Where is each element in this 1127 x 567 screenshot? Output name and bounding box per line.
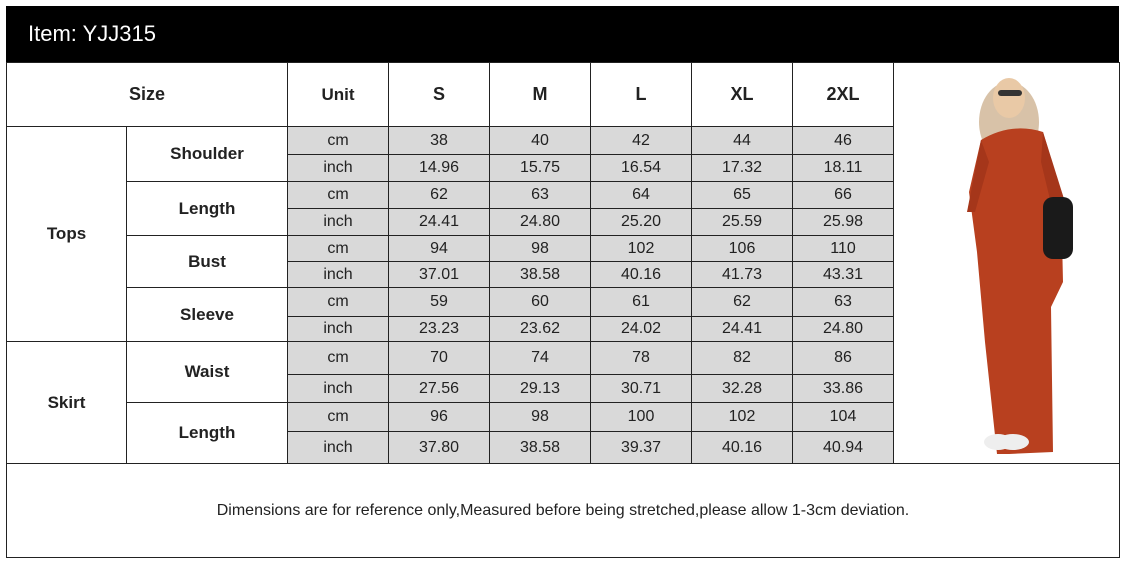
value-cell: 24.02 bbox=[590, 316, 692, 342]
unit-cell: inch bbox=[287, 316, 389, 342]
value-cell: 42 bbox=[590, 126, 692, 155]
value-cell: 94 bbox=[388, 235, 490, 262]
value-cell: 40.16 bbox=[590, 261, 692, 288]
unit-cell: inch bbox=[287, 431, 389, 464]
measure-label: Length bbox=[126, 181, 288, 236]
value-cell: 74 bbox=[489, 341, 591, 375]
value-cell: 29.13 bbox=[489, 374, 591, 403]
value-cell: 14.96 bbox=[388, 154, 490, 182]
value-cell: 25.98 bbox=[792, 208, 894, 236]
value-cell: 17.32 bbox=[691, 154, 793, 182]
value-cell: 16.54 bbox=[590, 154, 692, 182]
value-cell: 96 bbox=[388, 402, 490, 432]
measure-label: Waist bbox=[126, 341, 288, 403]
value-cell: 98 bbox=[489, 402, 591, 432]
value-cell: 32.28 bbox=[691, 374, 793, 403]
value-cell: 24.80 bbox=[792, 316, 894, 342]
measure-label: Shoulder bbox=[126, 126, 288, 182]
value-cell: 38.58 bbox=[489, 431, 591, 464]
value-cell: 18.11 bbox=[792, 154, 894, 182]
value-cell: 27.56 bbox=[388, 374, 490, 403]
value-cell: 102 bbox=[691, 402, 793, 432]
value-cell: 37.01 bbox=[388, 261, 490, 288]
unit-cell: cm bbox=[287, 341, 389, 375]
group-label: Tops bbox=[6, 126, 127, 342]
item-title: Item: YJJ315 bbox=[6, 6, 1119, 62]
model-photo bbox=[967, 78, 1073, 454]
value-cell: 23.62 bbox=[489, 316, 591, 342]
unit-cell: cm bbox=[287, 126, 389, 155]
value-cell: 40.16 bbox=[691, 431, 793, 464]
value-cell: 63 bbox=[489, 181, 591, 209]
value-cell: 86 bbox=[792, 341, 894, 375]
value-cell: 100 bbox=[590, 402, 692, 432]
value-cell: 24.80 bbox=[489, 208, 591, 236]
value-cell: 98 bbox=[489, 235, 591, 262]
value-cell: 37.80 bbox=[388, 431, 490, 464]
measure-label: Length bbox=[126, 402, 288, 464]
value-cell: 65 bbox=[691, 181, 793, 209]
value-cell: 23.23 bbox=[388, 316, 490, 342]
size-header: M bbox=[489, 62, 591, 127]
group-label: Skirt bbox=[6, 341, 127, 464]
unit-cell: cm bbox=[287, 235, 389, 262]
value-cell: 40 bbox=[489, 126, 591, 155]
value-cell: 46 bbox=[792, 126, 894, 155]
unit-cell: inch bbox=[287, 208, 389, 236]
value-cell: 43.31 bbox=[792, 261, 894, 288]
value-cell: 66 bbox=[792, 181, 894, 209]
value-cell: 106 bbox=[691, 235, 793, 262]
value-cell: 60 bbox=[489, 287, 591, 317]
unit-cell: cm bbox=[287, 402, 389, 432]
value-cell: 61 bbox=[590, 287, 692, 317]
value-cell: 33.86 bbox=[792, 374, 894, 403]
unit-cell: inch bbox=[287, 374, 389, 403]
value-cell: 63 bbox=[792, 287, 894, 317]
size-header: 2XL bbox=[792, 62, 894, 127]
value-cell: 78 bbox=[590, 341, 692, 375]
value-cell: 24.41 bbox=[691, 316, 793, 342]
unit-cell: inch bbox=[287, 261, 389, 288]
value-cell: 39.37 bbox=[590, 431, 692, 464]
value-cell: 41.73 bbox=[691, 261, 793, 288]
value-cell: 62 bbox=[691, 287, 793, 317]
value-cell: 70 bbox=[388, 341, 490, 375]
unit-cell: cm bbox=[287, 287, 389, 317]
note: Dimensions are for reference only,Measur… bbox=[6, 463, 1120, 558]
value-cell: 24.41 bbox=[388, 208, 490, 236]
value-cell: 40.94 bbox=[792, 431, 894, 464]
measure-label: Bust bbox=[126, 235, 288, 288]
unit-header: Unit bbox=[287, 62, 389, 127]
value-cell: 30.71 bbox=[590, 374, 692, 403]
size-header: Size bbox=[6, 62, 288, 127]
value-cell: 64 bbox=[590, 181, 692, 209]
size-header: XL bbox=[691, 62, 793, 127]
value-cell: 25.20 bbox=[590, 208, 692, 236]
size-header: S bbox=[388, 62, 490, 127]
unit-cell: cm bbox=[287, 181, 389, 209]
value-cell: 25.59 bbox=[691, 208, 793, 236]
value-cell: 62 bbox=[388, 181, 490, 209]
value-cell: 102 bbox=[590, 235, 692, 262]
value-cell: 38 bbox=[388, 126, 490, 155]
value-cell: 110 bbox=[792, 235, 894, 262]
measure-label: Sleeve bbox=[126, 287, 288, 342]
value-cell: 82 bbox=[691, 341, 793, 375]
value-cell: 44 bbox=[691, 126, 793, 155]
value-cell: 38.58 bbox=[489, 261, 591, 288]
size-header: L bbox=[590, 62, 692, 127]
value-cell: 15.75 bbox=[489, 154, 591, 182]
value-cell: 104 bbox=[792, 402, 894, 432]
unit-cell: inch bbox=[287, 154, 389, 182]
value-cell: 59 bbox=[388, 287, 490, 317]
